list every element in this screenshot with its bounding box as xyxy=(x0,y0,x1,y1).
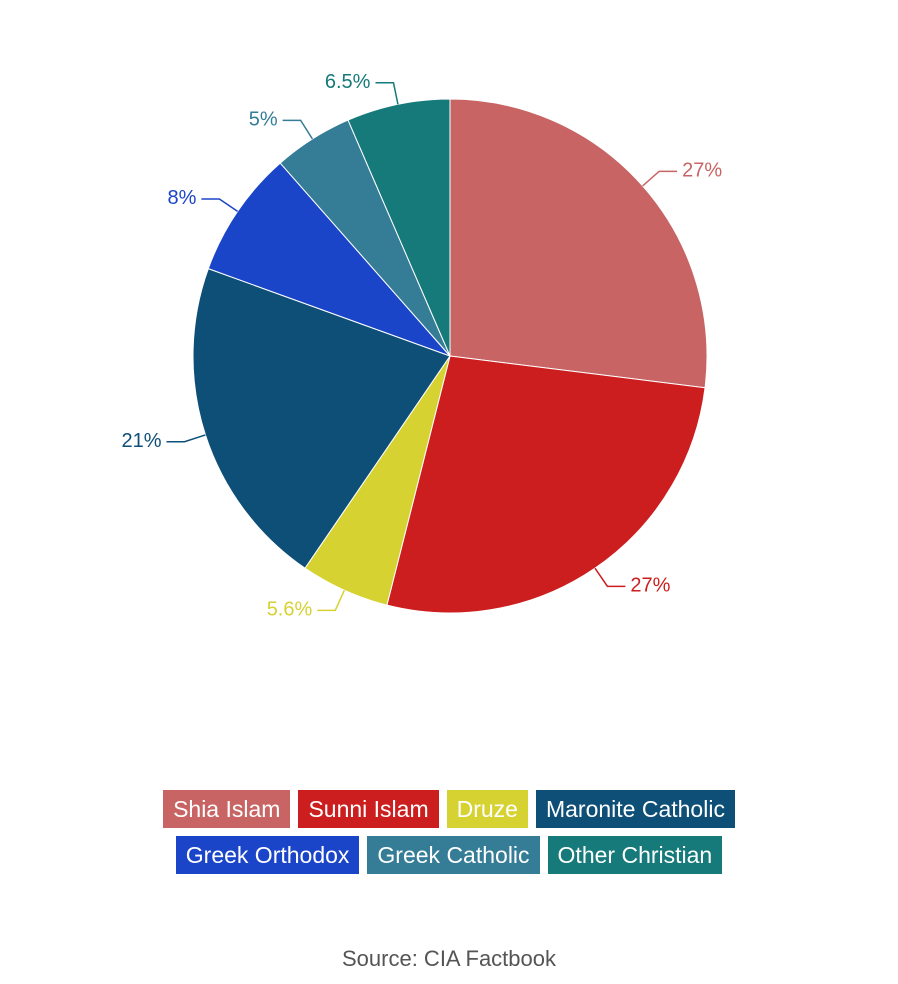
data-label: 27% xyxy=(682,160,722,182)
chart: 27% 27% 5.6% 21% 8% 5% 6.5% xyxy=(121,71,722,621)
data-label: 5% xyxy=(249,109,278,131)
legend-item: Maronite Catholic xyxy=(535,790,735,828)
pie-slice xyxy=(386,355,706,614)
legend-item: Greek Catholic xyxy=(367,836,540,874)
leader-line xyxy=(594,567,626,588)
leader-line xyxy=(317,589,346,612)
data-label: 21% xyxy=(121,430,161,452)
leader-line xyxy=(282,119,314,140)
source-note: Source: CIA Factbook xyxy=(342,946,556,971)
data-label: 8% xyxy=(167,187,196,209)
leader-line xyxy=(642,170,678,187)
legend-item: Greek Orthodox xyxy=(175,836,360,874)
data-label: 6.5% xyxy=(325,71,371,93)
legend: Shia Islam Sunni Islam Druze Maronite Catho… xyxy=(129,790,769,874)
pie-slice xyxy=(449,98,708,389)
leader-line xyxy=(166,434,206,443)
data-label: 27% xyxy=(630,575,670,597)
legend-item: Shia Islam xyxy=(163,790,291,828)
leader-line xyxy=(201,198,239,212)
legend-item: Sunni Islam xyxy=(298,790,439,828)
leader-line xyxy=(375,82,399,105)
legend-item: Druze xyxy=(446,790,528,828)
data-label: 5.6% xyxy=(267,599,313,621)
legend-item: Other Christian xyxy=(547,836,723,874)
